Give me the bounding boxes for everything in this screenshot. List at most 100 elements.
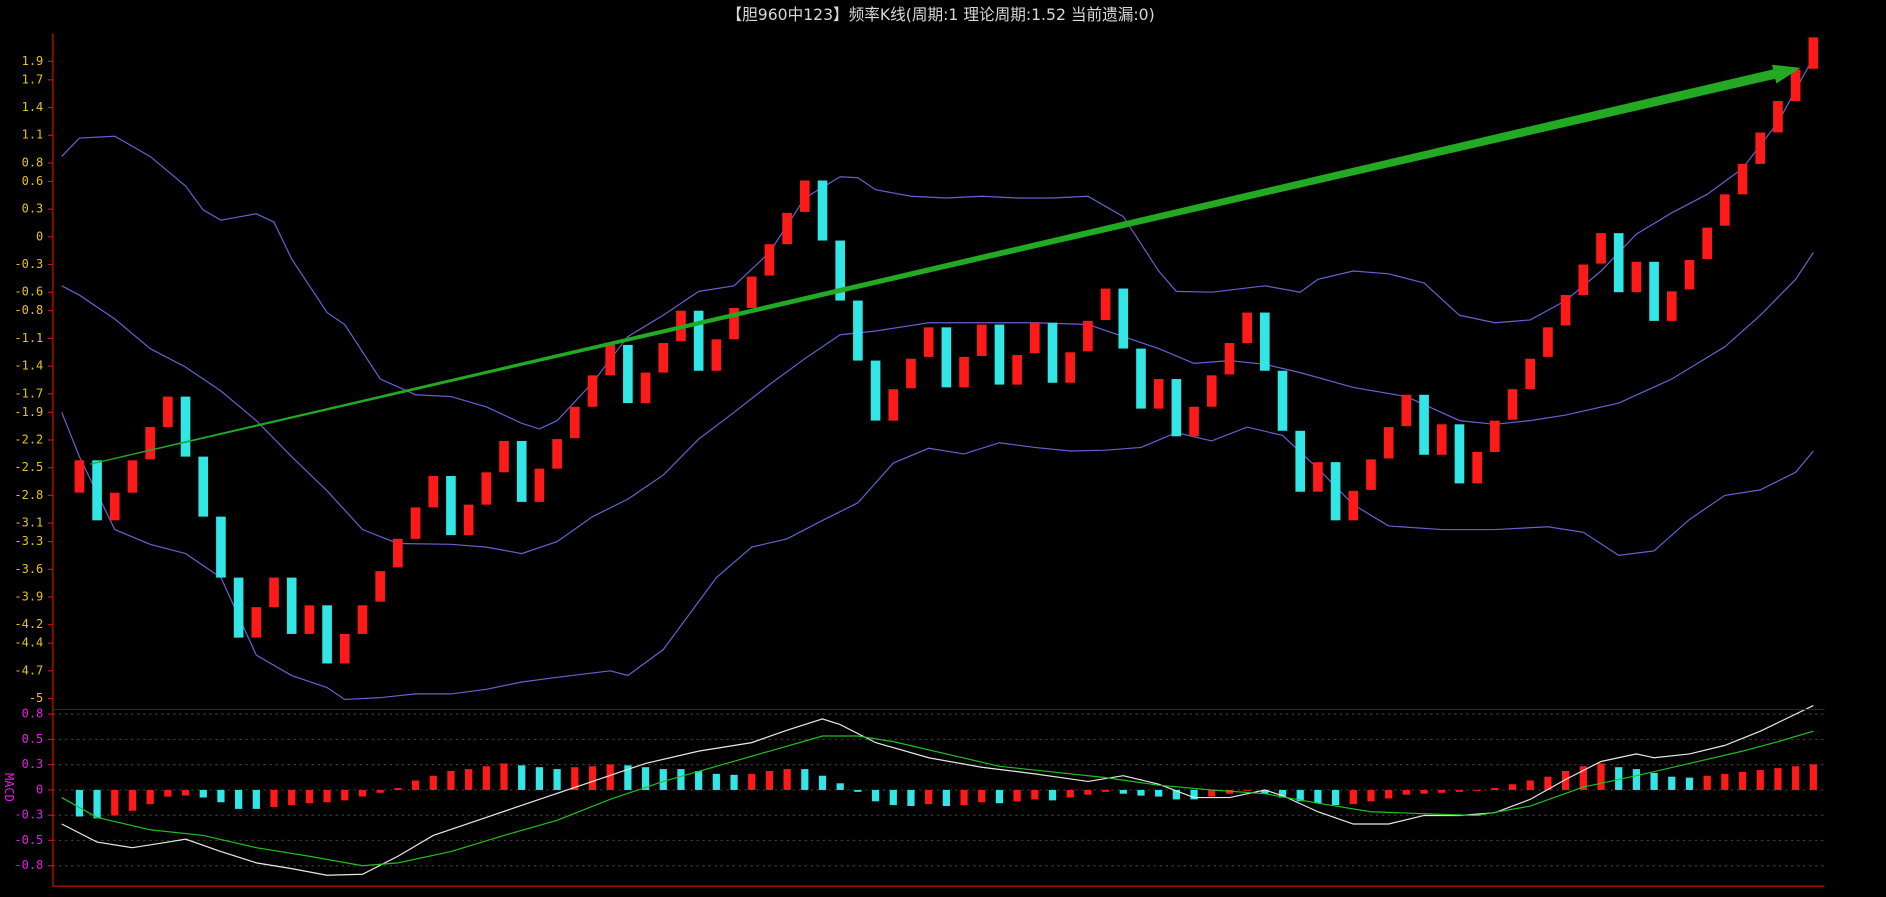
- candle: [1242, 312, 1252, 344]
- indicator-line: [61, 730, 1814, 867]
- candle: [534, 468, 545, 502]
- macd-bar: [783, 769, 791, 790]
- y-tick-label: -2.2: [14, 433, 43, 447]
- macd-bar: [1243, 789, 1251, 791]
- y-tick-label: 1.1: [22, 128, 44, 142]
- y-tick-label: -3.9: [14, 589, 43, 603]
- candle: [446, 476, 456, 536]
- macd-bar: [1066, 789, 1074, 798]
- candle: [163, 396, 173, 428]
- macd-bar: [1119, 789, 1127, 794]
- candle: [1012, 355, 1022, 385]
- macd-bar: [1296, 789, 1304, 802]
- macd-bar: [641, 767, 650, 790]
- macd-bar: [394, 788, 402, 790]
- candle: [1295, 430, 1306, 492]
- candle: [1808, 37, 1819, 69]
- candle: [1224, 343, 1235, 375]
- macd-bar: [1491, 788, 1499, 790]
- indicator-line: [61, 705, 1814, 876]
- macd-bar: [323, 789, 331, 803]
- macd-bar: [1703, 775, 1711, 790]
- y-tick-label: -4.4: [14, 636, 43, 650]
- candle: [92, 460, 102, 521]
- macd-bar: [465, 769, 473, 790]
- macd-bar: [252, 789, 260, 809]
- candle: [1702, 227, 1712, 259]
- candle: [587, 375, 598, 407]
- y-tick-label: -3.3: [14, 534, 43, 548]
- candle: [1490, 420, 1500, 453]
- candle: [764, 244, 775, 276]
- macd-bar: [1208, 789, 1216, 797]
- candle: [1189, 406, 1199, 437]
- candle: [428, 476, 439, 508]
- macd-bar: [305, 789, 314, 804]
- y-tick-label: 0.6: [22, 174, 44, 188]
- macd-bar: [341, 789, 349, 801]
- candle: [1790, 69, 1801, 102]
- candle: [198, 456, 209, 517]
- candle: [233, 577, 244, 638]
- macd-bar: [376, 789, 384, 793]
- macd-bar: [1137, 789, 1145, 796]
- macd-bar: [1314, 789, 1322, 804]
- macd-bar: [1685, 777, 1694, 790]
- macd-bar: [1261, 789, 1269, 794]
- candle: [817, 180, 828, 241]
- indicator-line: [61, 57, 1814, 430]
- candle: [74, 460, 85, 493]
- indicator-line: [61, 252, 1814, 555]
- macd-bar: [889, 789, 897, 806]
- candle: [1543, 327, 1553, 357]
- candle: [1755, 132, 1766, 164]
- candle: [1596, 233, 1606, 264]
- chart-title: 【胆960中123】频率K线(周期:1 理论周期:1.52 当前遗漏:0): [727, 5, 1155, 24]
- y-tick-label: -4.2: [14, 617, 43, 631]
- macd-bar: [1084, 789, 1092, 795]
- candle: [623, 344, 633, 404]
- candle: [729, 307, 739, 340]
- macd-bar: [518, 765, 526, 790]
- candle: [357, 605, 368, 634]
- candle: [516, 440, 527, 502]
- macd-bar: [288, 789, 296, 806]
- macd-bar: [411, 780, 420, 790]
- candle: [463, 504, 474, 536]
- candle: [251, 607, 262, 638]
- y-tick-label: -0.3: [14, 808, 43, 822]
- candle: [1720, 194, 1730, 226]
- y-tick-label: 0.3: [22, 757, 44, 771]
- macd-bar: [1774, 768, 1782, 790]
- macd-bar: [1331, 789, 1340, 806]
- y-tick-label: -0.8: [14, 858, 43, 872]
- macd-bar: [270, 789, 278, 807]
- y-tick-label: 0.3: [22, 202, 44, 216]
- macd-bar: [1650, 772, 1658, 790]
- y-tick-label: -1.9: [14, 405, 43, 419]
- candle: [870, 360, 881, 421]
- macd-bar: [995, 789, 1004, 804]
- candle: [959, 356, 969, 388]
- macd-bar: [111, 789, 119, 816]
- candle: [1773, 101, 1783, 133]
- macd-bar: [482, 766, 490, 790]
- candle: [1313, 462, 1323, 492]
- macd-bar: [677, 769, 685, 790]
- macd-bar: [1031, 789, 1039, 800]
- macd-bar: [871, 789, 880, 802]
- candle: [1348, 490, 1359, 521]
- candle: [1436, 424, 1447, 455]
- candle: [145, 427, 155, 460]
- macd-bar: [942, 789, 950, 807]
- macd-bar: [695, 770, 703, 790]
- macd-bar: [1508, 784, 1517, 790]
- y-tick-label: -0.5: [14, 833, 43, 847]
- y-tick-label: -0.3: [14, 257, 43, 271]
- macd-bar: [571, 767, 579, 790]
- indicator-line: [61, 412, 1814, 701]
- candle: [1065, 352, 1076, 383]
- candle: [393, 538, 403, 568]
- y-tick-label: 1.4: [22, 100, 44, 114]
- macd-bar: [1738, 771, 1747, 790]
